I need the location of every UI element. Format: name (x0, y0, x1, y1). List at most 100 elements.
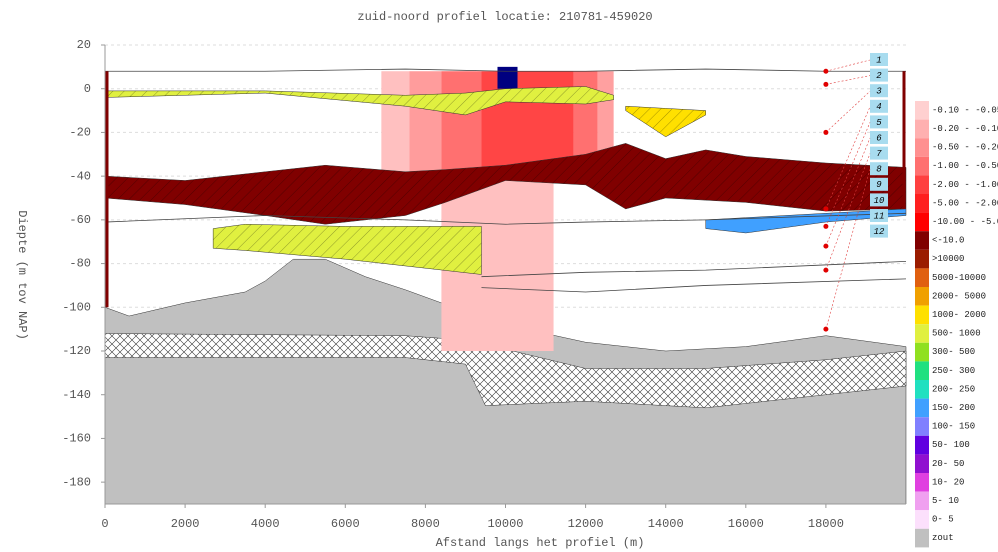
x-tick-label: 6000 (331, 517, 360, 531)
legend-label: -2.00 - -1.00 (932, 180, 998, 190)
well-label-box (870, 209, 888, 222)
legend-swatch (915, 156, 929, 176)
well-label: 1 (876, 55, 881, 65)
legend-swatch (915, 119, 929, 139)
legend-label: 5000-10000 (932, 273, 986, 283)
legend-swatch (915, 491, 929, 511)
y-tick-label: 0 (84, 82, 91, 96)
legend-swatch (915, 528, 929, 548)
legend: -0.10 - -0.05 -0.20 - -0.10 -0.50 - -0.20 -… (915, 101, 998, 548)
x-tick-label: 12000 (568, 517, 604, 531)
legend-swatch (915, 287, 929, 306)
legend-label: 5- 10 (932, 496, 959, 506)
y-tick-label: -120 (62, 344, 91, 358)
profile-line (481, 260, 907, 278)
legend-swatch (915, 324, 929, 343)
legend-swatch (915, 138, 929, 157)
well-point (823, 267, 829, 273)
legend-swatch (915, 249, 929, 269)
legend-label: 250- 300 (932, 366, 975, 376)
well-label-box (870, 68, 888, 82)
well-point (823, 206, 829, 212)
y-tick-label: -160 (62, 432, 91, 446)
well-connector (825, 106, 871, 210)
resistance-column (441, 71, 482, 177)
resistance-column (381, 71, 410, 177)
legend-label: -0.10 - -0.05 (932, 105, 998, 115)
chart-title: zuid-noord profiel locatie: 210781-45902… (357, 10, 652, 24)
layer-hatch (105, 333, 906, 408)
well-point (823, 243, 829, 249)
legend-swatch (915, 305, 929, 325)
y-tick-label: 20 (77, 38, 91, 52)
plot-area: 123456789101112200-20-40-60-80-100-120-1… (62, 38, 907, 531)
x-tick-label: 14000 (648, 517, 684, 531)
well-label-box (870, 84, 888, 98)
well-point (823, 326, 829, 332)
x-axis-label: Afstand langs het profiel (m) (436, 536, 645, 550)
well-connector (825, 153, 871, 271)
well-connector (825, 122, 871, 227)
profile-line (105, 68, 906, 72)
x-tick-label: 18000 (808, 517, 844, 531)
legend-swatch (915, 510, 929, 529)
x-tick-label: 10000 (487, 517, 523, 531)
well-label-box (870, 162, 888, 176)
well-label: 12 (874, 227, 885, 237)
well-point (823, 68, 829, 74)
well-label-box (870, 146, 888, 160)
well-label-box (870, 53, 888, 66)
well-label: 8 (876, 165, 882, 175)
legend-label: -0.50 - -0.20 (932, 143, 998, 153)
layer-hatch (105, 143, 906, 225)
legend-label: 10- 20 (932, 477, 964, 487)
y-tick-label: -100 (62, 300, 91, 314)
legend-label: -10.00 - -5.00 (932, 217, 998, 227)
layer-hatch (105, 86, 614, 115)
legend-swatch (915, 212, 929, 232)
legend-label: 300- 500 (932, 347, 975, 357)
well-connector (825, 59, 871, 72)
well-point (823, 81, 829, 87)
legend-swatch (915, 268, 929, 287)
layer-hatch (213, 224, 482, 275)
y-axis-label: Diepte (m tov NAP) (15, 210, 29, 340)
legend-label: -0.20 - -0.10 (932, 124, 998, 134)
x-tick-label: 0 (101, 517, 108, 531)
legend-label: 20- 50 (932, 459, 964, 469)
well-point (823, 223, 829, 229)
legend-swatch (915, 380, 929, 399)
x-tick-label: 8000 (411, 517, 440, 531)
legend-swatch (915, 454, 929, 473)
legend-label: >10000 (932, 254, 964, 264)
profile-line (481, 278, 907, 293)
well-label: 6 (876, 133, 882, 143)
legend-label: -5.00 - -2.00 (932, 198, 998, 208)
well-label-box (870, 131, 888, 144)
legend-label: 0- 5 (932, 515, 954, 525)
resistance-column (497, 66, 518, 89)
legend-label: 100- 150 (932, 422, 975, 432)
well-label: 5 (876, 118, 882, 128)
well-connector (825, 75, 871, 85)
well-label: 11 (874, 211, 885, 221)
y-tick-label: -20 (69, 126, 91, 140)
well-label-box (870, 177, 888, 191)
legend-label: -1.00 - -0.50 (932, 161, 998, 171)
well-label: 10 (874, 196, 885, 206)
y-tick-label: -80 (69, 257, 91, 271)
x-tick-label: 2000 (171, 517, 200, 531)
legend-swatch (915, 175, 929, 194)
legend-swatch (915, 194, 929, 213)
well-label-box (870, 224, 888, 238)
y-tick-label: -140 (62, 388, 91, 402)
well-label-box (870, 115, 888, 129)
legend-label: 200- 250 (932, 384, 975, 394)
legend-label: 150- 200 (932, 403, 975, 413)
legend-label: <-10.0 (932, 236, 964, 246)
legend-swatch (915, 398, 929, 418)
x-tick-label: 4000 (251, 517, 280, 531)
y-tick-label: -180 (62, 475, 91, 489)
